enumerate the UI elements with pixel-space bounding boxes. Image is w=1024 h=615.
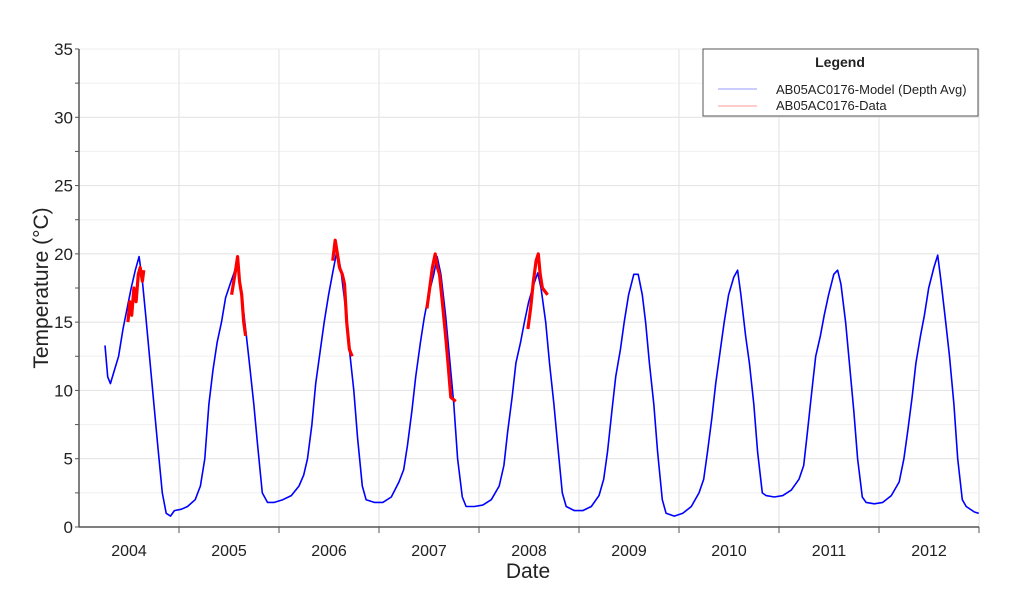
series-data-line xyxy=(230,255,248,337)
series-data-line xyxy=(126,265,146,323)
y-tick-label: 10 xyxy=(54,381,73,400)
x-tick-label: 2010 xyxy=(711,543,747,560)
x-tick-label: 2011 xyxy=(812,543,847,560)
y-axis-title: Temperature (°C) xyxy=(30,207,53,368)
x-ticks: 2004 2005 2006 2007 2008 2009 2010 2011 2012 xyxy=(111,527,980,560)
x-tick-label: 2004 xyxy=(111,543,147,560)
legend-label-model: AB05AC0176-Model (Depth Avg) xyxy=(776,82,967,97)
x-tick-label: 2008 xyxy=(511,543,547,560)
series-layer xyxy=(104,238,979,517)
grid xyxy=(79,48,980,527)
y-tick-label: 20 xyxy=(54,245,73,264)
series-data-line xyxy=(425,252,457,403)
y-tick-label: 30 xyxy=(54,108,73,127)
x-tick-label: 2006 xyxy=(311,543,347,560)
x-tick-label: 2007 xyxy=(411,543,447,560)
legend-label-data: AB05AC0176-Data xyxy=(776,98,887,113)
x-axis-title: Date xyxy=(506,560,550,583)
y-tick-label: 15 xyxy=(54,313,73,332)
series-data-line xyxy=(331,238,354,357)
y-tick-label: 25 xyxy=(54,177,73,196)
x-tick-label: 2009 xyxy=(611,543,647,560)
x-tick-label: 2005 xyxy=(211,543,247,560)
y-tick-label: 0 xyxy=(64,518,73,537)
y-tick-label: 5 xyxy=(64,450,73,469)
legend: Legend AB05AC0176-Model (Depth Avg) AB05… xyxy=(702,48,979,117)
series-data-line xyxy=(526,252,549,330)
legend-title: Legend xyxy=(815,54,865,70)
x-tick-label: 2012 xyxy=(911,543,947,560)
y-tick-label: 35 xyxy=(54,40,73,59)
y-ticks: 0 5 10 15 20 25 30 35 xyxy=(54,40,79,537)
legend-box xyxy=(702,48,979,117)
